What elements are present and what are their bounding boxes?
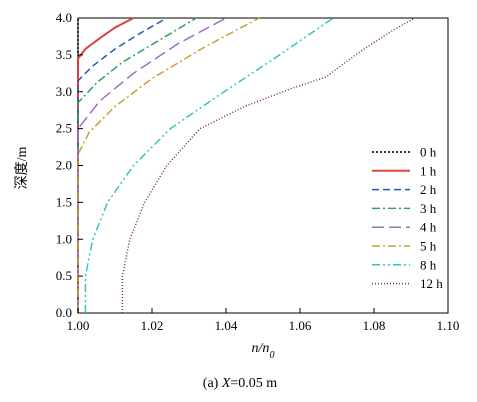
legend: 0 h 1 h 2 h 3 h 4 h 5 h 8 h 12 h: [372, 145, 443, 291]
y-tick-label: 1.0: [56, 231, 72, 246]
series-line-5: [77, 17, 260, 313]
x-tick-label: 1.02: [141, 318, 164, 333]
ticks-layer: 1.00 1.02 1.04 1.06 1.08 1.10 0.0 0.5 1.0 1.5 2.0 2…: [56, 10, 460, 333]
y-tick-label: 2.0: [56, 158, 72, 173]
x-tick-label: 1.06: [289, 318, 312, 333]
y-tick-label: 2.5: [56, 121, 72, 136]
x-tick-label: 1.08: [363, 318, 386, 333]
legend-label: 12 h: [420, 276, 443, 291]
legend-label: 1 h: [420, 163, 437, 178]
series-layer: [77, 17, 416, 313]
y-tick-label: 4.0: [56, 10, 72, 25]
y-tick-label: 0.5: [56, 268, 72, 283]
series-line-6: [84, 17, 334, 313]
x-axis-label: n/n0: [252, 341, 275, 361]
series-line-2: [77, 17, 168, 313]
x-tick-label: 1.00: [67, 318, 90, 333]
legend-label: 2 h: [420, 182, 437, 197]
legend-label: 3 h: [420, 201, 437, 216]
y-tick-label: 0.0: [56, 305, 72, 320]
legend-label: 8 h: [420, 257, 437, 272]
y-tick-label: 1.5: [56, 194, 72, 209]
x-tick-label: 1.10: [437, 318, 460, 333]
x-tick-label: 1.04: [215, 318, 238, 333]
series-line-3: [77, 17, 197, 313]
y-tick-label: 3.0: [56, 84, 72, 99]
y-axis-label: 深度/m: [14, 147, 30, 190]
series-line-4: [77, 17, 227, 313]
legend-label: 0 h: [420, 145, 437, 160]
legend-label: 5 h: [420, 239, 437, 254]
figure-caption: (a) X=0.05 m: [203, 376, 278, 391]
y-tick-label: 3.5: [56, 47, 72, 62]
series-line-7: [121, 17, 416, 313]
legend-label: 4 h: [420, 220, 437, 235]
